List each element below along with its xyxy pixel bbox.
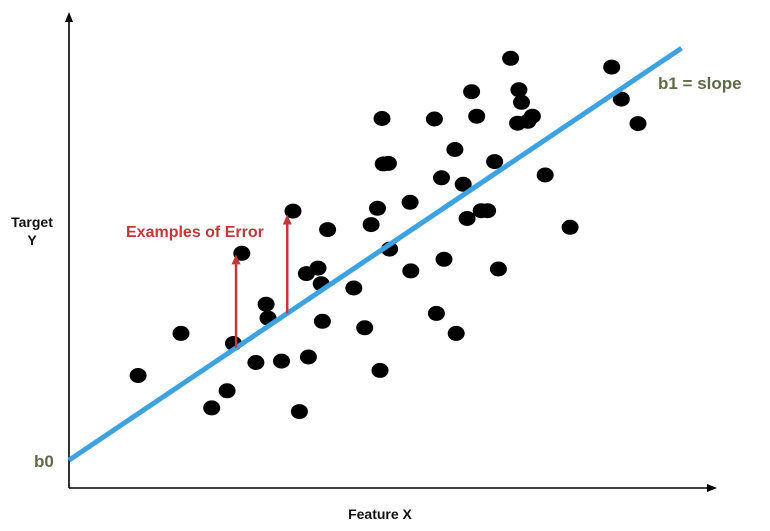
data-point-19 xyxy=(345,280,363,296)
data-point-26 xyxy=(379,155,397,171)
data-point-18 xyxy=(319,222,337,238)
data-point-17 xyxy=(313,313,331,329)
data-point-32 xyxy=(433,170,450,186)
data-point-28 xyxy=(401,194,419,210)
data-point-43 xyxy=(489,261,507,277)
data-point-33 xyxy=(435,251,453,267)
regression-line xyxy=(67,46,683,463)
data-point-22 xyxy=(369,200,386,216)
data-point-39 xyxy=(468,108,486,124)
data-point-49 xyxy=(523,108,541,124)
data-point-53 xyxy=(612,91,630,107)
slope-label: b1 = slope xyxy=(658,74,742,93)
data-point-42 xyxy=(486,154,504,170)
data-point-30 xyxy=(425,111,443,127)
data-point-41 xyxy=(479,203,497,219)
data-point-54 xyxy=(629,116,647,132)
data-point-7 xyxy=(247,355,265,370)
data-point-11 xyxy=(284,203,302,219)
data-point-24 xyxy=(373,111,391,126)
data-point-52 xyxy=(603,59,621,75)
data-point-50 xyxy=(536,167,554,183)
data-point-31 xyxy=(427,305,445,321)
data-point-12 xyxy=(290,404,308,420)
data-point-15 xyxy=(309,260,327,276)
data-point-21 xyxy=(362,217,380,233)
data-point-29 xyxy=(402,263,420,279)
intercept-label: b0 xyxy=(34,452,54,471)
data-point-37 xyxy=(458,211,476,226)
x-axis-label: Feature X xyxy=(348,506,412,522)
data-point-38 xyxy=(463,84,481,100)
data-point-20 xyxy=(356,320,374,336)
data-point-34 xyxy=(446,142,464,157)
data-point-4 xyxy=(218,383,236,399)
data-point-8 xyxy=(257,296,275,312)
data-point-44 xyxy=(502,50,520,66)
data-point-23 xyxy=(371,362,389,378)
error-examples-label: Examples of Error xyxy=(126,224,264,241)
data-point-1 xyxy=(129,368,147,383)
error-examples xyxy=(231,214,292,348)
data-point-2 xyxy=(172,325,190,341)
y-axis-label: Target Y xyxy=(11,214,53,248)
data-point-51 xyxy=(561,219,579,235)
data-points xyxy=(129,50,647,420)
data-point-3 xyxy=(203,400,221,416)
data-point-35 xyxy=(447,325,465,341)
data-point-46 xyxy=(510,82,528,98)
data-point-14 xyxy=(299,349,317,365)
data-point-36 xyxy=(454,176,472,192)
data-point-10 xyxy=(273,353,290,369)
data-point-47 xyxy=(513,94,530,110)
